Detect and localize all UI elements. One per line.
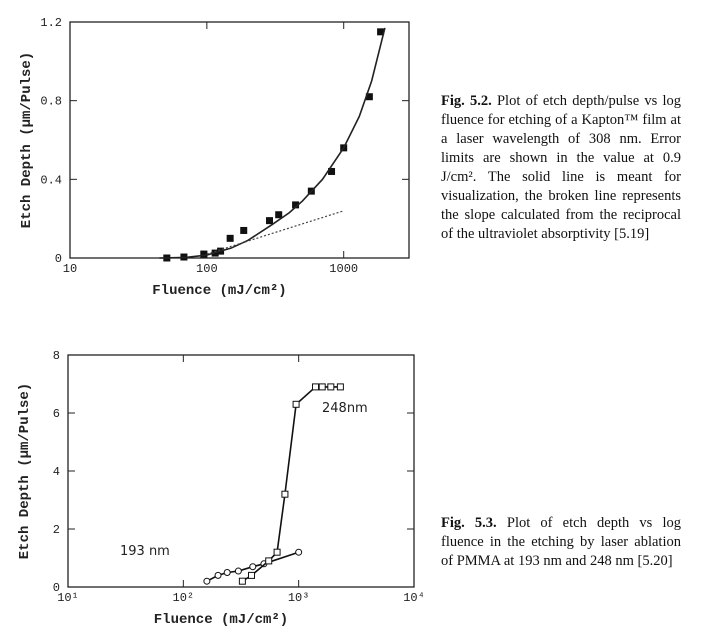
point bbox=[238, 577, 246, 585]
x-axis-label: Fluence (mJ/cm²) bbox=[152, 283, 286, 299]
x-tick-label: 10¹ bbox=[57, 591, 79, 605]
point bbox=[292, 400, 300, 408]
caption: Fig. 5.2. Plot of etch depth/pulse vs lo… bbox=[441, 92, 681, 244]
plot-frame bbox=[69, 21, 410, 259]
point bbox=[336, 383, 344, 391]
point bbox=[281, 490, 289, 498]
caption: Fig. 5.3. Plot of etch depth vs log flue… bbox=[441, 514, 681, 571]
point bbox=[266, 217, 274, 225]
point bbox=[265, 557, 273, 565]
x-tick-label: 10 bbox=[63, 262, 77, 276]
point bbox=[249, 563, 257, 571]
y-tick-label: 6 bbox=[53, 407, 60, 421]
y-tick-label: 0.8 bbox=[40, 95, 62, 109]
y-tick-label: 8 bbox=[53, 349, 60, 363]
y-tick-label: 0 bbox=[55, 252, 62, 266]
x-axis-label: Fluence (mJ/cm²) bbox=[154, 612, 288, 628]
point bbox=[214, 571, 222, 579]
point bbox=[200, 250, 208, 258]
y-tick-label: 0 bbox=[53, 581, 60, 595]
x-tick-label: 10² bbox=[173, 591, 195, 605]
caption-label: Fig. 5.3. bbox=[441, 515, 497, 531]
point bbox=[312, 383, 320, 391]
point bbox=[240, 226, 248, 234]
caption-text: Plot of etch depth/pulse vs log fluence … bbox=[441, 93, 682, 242]
point bbox=[226, 234, 234, 242]
y-tick-label: 4 bbox=[53, 465, 60, 479]
point bbox=[234, 567, 242, 575]
x-tick-label: 10⁴ bbox=[403, 591, 425, 605]
line bbox=[241, 386, 341, 582]
point bbox=[318, 383, 326, 391]
line bbox=[159, 27, 386, 259]
y-tick-label: 0.4 bbox=[40, 173, 62, 187]
y-axis-label: Etch Depth (μm/Pulse) bbox=[19, 52, 35, 228]
chart: 10¹ 10² 10³ 10⁴ 0 2 4 6 8 Fluence (mJ/cm²) Etch De… bbox=[17, 349, 425, 628]
point bbox=[248, 571, 256, 579]
point bbox=[327, 383, 335, 391]
x-tick-label: 10³ bbox=[288, 591, 310, 605]
point bbox=[203, 577, 211, 585]
x-tick-label: 1000 bbox=[329, 262, 358, 276]
series-label: 248nm bbox=[322, 401, 368, 416]
x-tick-label: 100 bbox=[196, 262, 218, 276]
y-axis-label: Etch Depth (μm/Pulse) bbox=[17, 383, 33, 559]
point bbox=[273, 548, 281, 556]
chart: 10 100 1000 0 0.4 0.8 1.2 Fluence (mJ/cm²) Etch … bbox=[19, 16, 410, 299]
caption-label: Fig. 5.2. bbox=[441, 93, 492, 109]
caption-text: Plot of etch depth vs log fluence in the… bbox=[441, 515, 681, 569]
point bbox=[295, 548, 303, 556]
point bbox=[275, 211, 283, 219]
point bbox=[223, 569, 231, 576]
y-tick-label: 1.2 bbox=[40, 16, 62, 30]
y-tick-label: 2 bbox=[53, 523, 60, 537]
series-label: 193 nm bbox=[120, 544, 170, 559]
